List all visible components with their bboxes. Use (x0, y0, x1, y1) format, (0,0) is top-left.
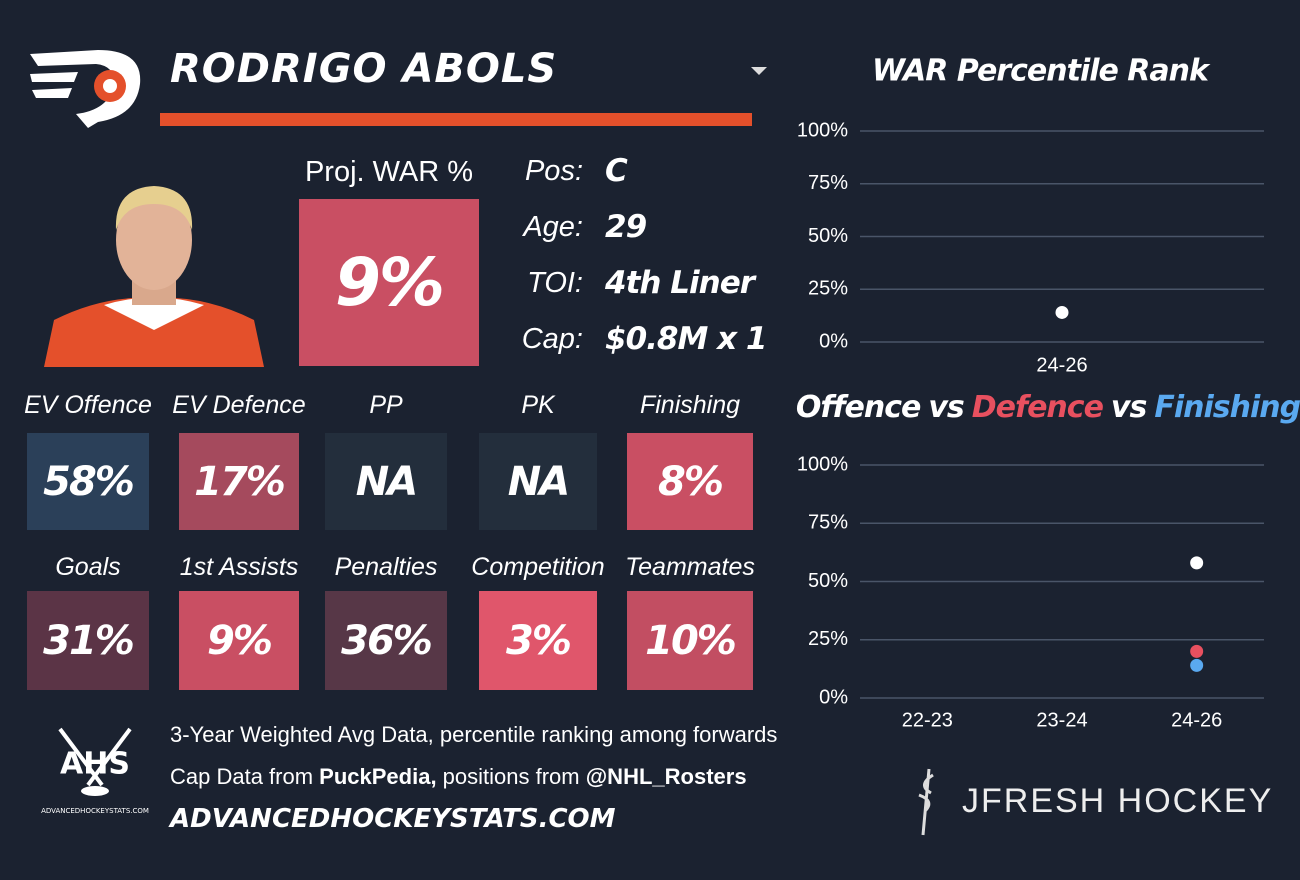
legend-entry: Defence (972, 390, 1104, 425)
title-joiner: vs (928, 390, 964, 425)
data-point (1190, 658, 1204, 672)
tile-value: 10% (627, 591, 753, 690)
title-joiner: vs (1111, 390, 1147, 425)
footer-text: positions from (436, 764, 586, 789)
brand-icon (918, 768, 934, 836)
tile-value: 8% (627, 433, 753, 530)
y-tick-label: 75% (808, 172, 848, 194)
y-tick-label: 100% (797, 119, 848, 141)
info-value: C (605, 153, 628, 189)
y-tick-label: 100% (797, 453, 848, 475)
info-label: Cap: (521, 323, 583, 355)
tile-value: 17% (179, 433, 299, 530)
x-tick-label: 23-24 (1036, 709, 1087, 731)
y-tick-label: 50% (808, 570, 848, 592)
player-name: RODRIGO ABOLS (170, 46, 558, 92)
tile-label: PP (369, 391, 403, 419)
ahs-logo: AHS ADVANCEDHOCKEYSTATS.COM (41, 727, 149, 815)
x-tick-label: 24-26 (1036, 354, 1087, 376)
tile-label: Penalties (334, 553, 438, 581)
tile-label: EV Offence (24, 391, 152, 419)
website[interactable]: ADVANCEDHOCKEYSTATS.COM (170, 804, 616, 834)
tile-label: Finishing (639, 391, 741, 419)
y-tick-label: 25% (808, 628, 848, 650)
chart-title: Offence vs Defence vs Finishing (796, 390, 1300, 425)
tile-value: 58% (27, 433, 149, 530)
tile-value: 9% (179, 591, 299, 690)
data-point (1190, 556, 1204, 570)
info-label: Age: (523, 211, 583, 243)
tile-label: Goals (55, 553, 121, 581)
info-value: 4th Liner (605, 265, 755, 301)
tile-value: 31% (27, 591, 149, 690)
tile-label: Teammates (625, 553, 755, 581)
player-photo (44, 186, 264, 367)
tile-value: 3% (479, 591, 597, 690)
x-tick-label: 22-23 (902, 709, 953, 731)
ahs-caption: ADVANCEDHOCKEYSTATS.COM (41, 807, 149, 815)
tile-label: Competition (471, 553, 605, 581)
footer-line: Cap Data from PuckPedia, positions from … (170, 764, 747, 790)
team-logo (30, 50, 141, 128)
tile-label: PK (521, 391, 555, 419)
info-label: Pos: (524, 155, 583, 187)
ahs-logo-text: AHS (60, 747, 130, 782)
y-tick-label: 25% (808, 278, 848, 300)
tile-label: EV Defence (172, 391, 306, 419)
info-value: 29 (605, 209, 647, 245)
dropdown-arrow[interactable] (750, 66, 768, 76)
footer-link[interactable]: PuckPedia, (319, 764, 437, 789)
tile-value: NA (325, 433, 447, 530)
footer-link[interactable]: @NHL_Rosters (585, 764, 747, 789)
footer-text: Cap Data from (170, 764, 320, 789)
footer-line: 3-Year Weighted Avg Data, percentile ran… (170, 722, 778, 747)
proj-war-label: Proj. WAR % (304, 156, 474, 188)
brand-name: JFRESH HOCKEY (962, 782, 1274, 820)
data-point (1055, 305, 1069, 319)
tile-value: NA (479, 433, 597, 530)
x-tick-label: 24-26 (1171, 709, 1222, 731)
info-label: TOI: (527, 267, 583, 299)
info-value: $0.8M x 1 (605, 321, 767, 357)
legend-entry: Offence (796, 390, 921, 425)
y-tick-label: 0% (819, 686, 848, 708)
tile-value: 36% (325, 591, 447, 690)
y-tick-label: 75% (808, 512, 848, 534)
tile-label: 1st Assists (179, 553, 299, 581)
chart-title: WAR Percentile Rank (872, 54, 1211, 89)
proj-war-value: 9% (299, 199, 479, 366)
legend-entry: Finishing (1154, 390, 1300, 425)
accent-bar (160, 113, 752, 126)
y-tick-label: 0% (819, 330, 848, 352)
data-point (1190, 644, 1204, 658)
y-tick-label: 50% (808, 225, 848, 247)
